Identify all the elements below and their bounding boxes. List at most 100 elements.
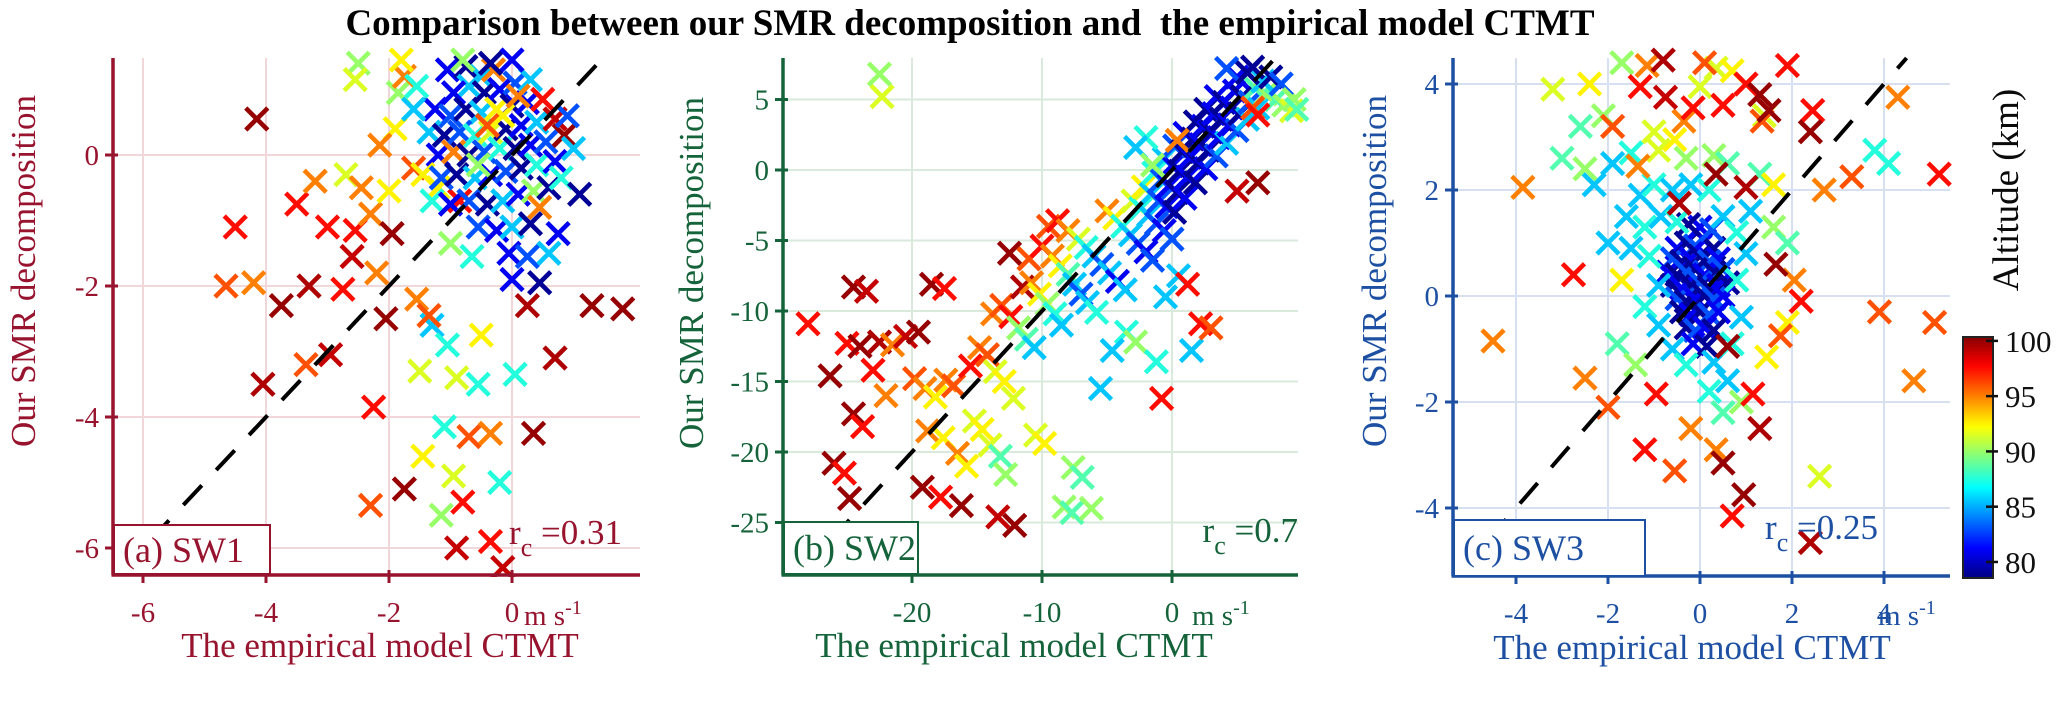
- data-point-x-marker: [1731, 482, 1757, 508]
- data-point-x-marker: [969, 416, 995, 443]
- x-tick-label: 4: [1877, 598, 1892, 630]
- colorbar-tick-label: 100: [2005, 324, 2052, 359]
- data-point-x-marker: [1627, 74, 1653, 100]
- data-point-x-marker: [1728, 304, 1755, 330]
- y-tick-label: -6: [75, 533, 99, 565]
- data-point-x-marker: [474, 112, 501, 139]
- data-point-x-marker: [222, 214, 248, 240]
- data-point-x-marker: [1000, 385, 1027, 412]
- data-point-x-marker: [985, 504, 1011, 530]
- data-point-x-marker: [1811, 177, 1837, 203]
- data-point-x-marker: [410, 443, 436, 469]
- data-point-x-marker: [1122, 329, 1149, 355]
- data-point-x-marker: [1703, 437, 1729, 463]
- data-point-x-marker: [1645, 272, 1672, 299]
- data-point-x-marker: [542, 345, 568, 371]
- data-point-x-marker: [866, 61, 893, 87]
- y-tick-label: -2: [75, 271, 99, 303]
- data-point-x-marker: [520, 420, 547, 447]
- data-point-x-marker: [1885, 84, 1911, 110]
- y-tick-label: 0: [1425, 281, 1440, 313]
- colorbar-tick-label: 90: [2005, 434, 2036, 469]
- data-point-x-marker: [244, 106, 270, 132]
- data-point-x-marker: [444, 535, 470, 561]
- identity-line: [116, 56, 605, 577]
- data-point-x-marker: [213, 273, 239, 299]
- data-point-x-marker: [517, 211, 544, 237]
- panel-label-a-text: (a) SW1: [123, 529, 244, 570]
- panel-label-c-text: (c) SW3: [1463, 528, 1584, 568]
- data-point-x-marker: [1480, 328, 1506, 354]
- data-point-x-marker: [914, 418, 941, 444]
- figure-title: Comparison between our SMR decomposition…: [345, 3, 1595, 44]
- data-point-x-marker: [1005, 315, 1032, 341]
- data-point-x-marker: [996, 240, 1023, 266]
- data-point-x-marker: [1198, 315, 1224, 341]
- data-point-x-marker: [490, 188, 516, 214]
- data-point-x-marker: [551, 122, 577, 148]
- data-point-x-marker: [1572, 156, 1598, 182]
- data-point-x-marker: [1178, 337, 1205, 364]
- data-point-x-marker: [339, 243, 365, 270]
- correlation-label-a: rc =0.31: [402, 513, 622, 563]
- y-tick-label: -4: [1415, 493, 1440, 525]
- data-point-x-marker: [505, 83, 531, 109]
- data-point-x-marker: [1083, 299, 1110, 326]
- data-point-x-marker: [450, 47, 476, 73]
- data-point-x-marker: [927, 484, 954, 510]
- colorbar: 100 95 90 85 80: [1962, 324, 2052, 580]
- data-point-x-marker: [1673, 352, 1699, 378]
- data-point-x-marker: [1148, 385, 1175, 412]
- data-point-x-marker: [1747, 81, 1773, 108]
- colorbar-tick-label: 80: [2005, 545, 2036, 580]
- x-tick-label: -2: [1596, 598, 1620, 630]
- data-point-x-marker: [1678, 172, 1704, 198]
- data-point-x-marker: [379, 220, 405, 247]
- panel-b: -20 -10 0 5 0 -5 -10 -15 -20 -25: [730, 54, 1310, 629]
- unit-text: m s: [1192, 600, 1234, 632]
- data-point-x-marker: [360, 394, 387, 420]
- data-point-x-marker: [953, 453, 980, 479]
- data-point-x-marker: [490, 103, 516, 129]
- unit-text: m s: [1878, 600, 1920, 632]
- panel-a: -6 -4 -2 0 0 -2 -4 -6: [75, 47, 640, 629]
- data-point-x-marker: [1800, 97, 1826, 124]
- y-tick-label: 5: [755, 85, 770, 117]
- panel-b-plot-area: [783, 54, 1310, 577]
- data-point-x-marker: [373, 306, 399, 332]
- data-point-x-marker: [284, 191, 310, 217]
- panel-label-b: (b) SW2: [783, 521, 919, 575]
- data-point-x-marker: [480, 57, 507, 83]
- data-point-x-marker: [499, 47, 525, 73]
- data-point-x-marker: [1710, 92, 1736, 118]
- scatter-points: [1480, 47, 1952, 556]
- y-tick-label: 4: [1425, 69, 1440, 101]
- unit-text: m s: [524, 600, 566, 632]
- correlation-label-c: rc =0.25: [1658, 508, 1878, 558]
- data-point-x-marker: [1724, 219, 1750, 246]
- data-point-x-marker: [1671, 108, 1697, 134]
- data-point-x-marker: [487, 76, 513, 103]
- data-point-x-marker: [317, 342, 344, 368]
- data-point-x-marker: [1678, 415, 1704, 442]
- data-point-x-marker: [1797, 119, 1824, 145]
- data-point-x-marker: [407, 358, 433, 384]
- y-axis-label-c: Our SMR decomposition: [1355, 95, 1394, 447]
- data-point-x-marker: [1572, 365, 1598, 391]
- data-point-x-marker: [1182, 170, 1209, 196]
- data-point-x-marker: [1018, 270, 1045, 296]
- data-point-x-marker: [1703, 161, 1729, 187]
- data-point-x-marker: [1172, 185, 1198, 211]
- y-tick-label: -15: [730, 367, 769, 399]
- x-tick-label: 2: [1785, 598, 1800, 630]
- y-tick-label: -5: [745, 226, 769, 258]
- data-point-x-marker: [554, 103, 580, 129]
- data-point-x-marker: [905, 319, 932, 345]
- data-point-x-marker: [1728, 389, 1755, 415]
- data-point-x-marker: [400, 96, 427, 122]
- data-point-x-marker: [428, 502, 454, 528]
- data-point-x-marker: [527, 270, 553, 296]
- r-value: =0.31: [532, 513, 622, 552]
- data-point-x-marker: [388, 47, 414, 73]
- data-point-x-marker: [514, 243, 541, 270]
